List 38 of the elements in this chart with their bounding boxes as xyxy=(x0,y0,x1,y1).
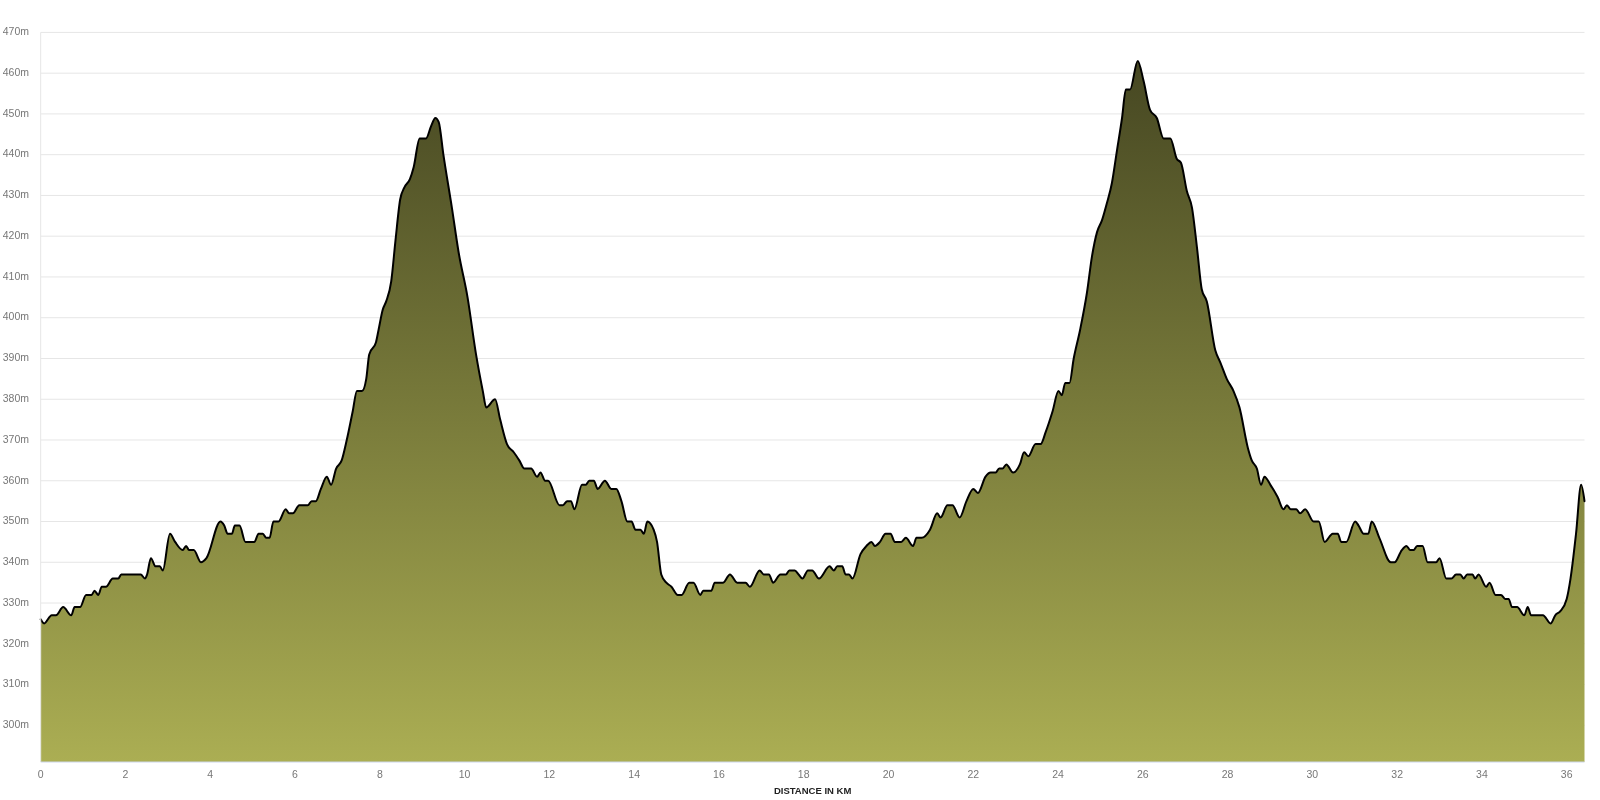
x-tick-label: 22 xyxy=(967,767,980,780)
x-tick-label: 26 xyxy=(1136,767,1149,780)
x-tick-label: 32 xyxy=(1391,767,1404,780)
y-tick-label: 390m xyxy=(2,351,30,364)
y-tick-label: 380m xyxy=(2,392,30,405)
x-tick-label: 18 xyxy=(797,767,810,780)
x-tick-label: 20 xyxy=(882,767,895,780)
y-tick-label: 340m xyxy=(2,555,30,568)
y-tick-label: 330m xyxy=(2,595,30,608)
y-tick-label: 310m xyxy=(2,677,30,690)
x-tick-label: 12 xyxy=(543,767,556,780)
x-tick-label: 6 xyxy=(292,767,299,780)
y-tick-label: 300m xyxy=(2,718,30,731)
y-tick-label: 430m xyxy=(2,188,30,201)
y-tick-label: 320m xyxy=(2,636,30,649)
x-tick-label: 16 xyxy=(713,767,725,780)
x-axis-title: DISTANCE IN KM xyxy=(773,784,852,796)
x-tick-label: 14 xyxy=(628,767,641,780)
x-tick-label: 34 xyxy=(1476,767,1488,780)
x-tick-label: 30 xyxy=(1306,767,1319,780)
y-tick-label: 400m xyxy=(2,310,30,323)
x-tick-label: 36 xyxy=(1560,767,1573,780)
y-tick-label: 450m xyxy=(2,106,30,119)
y-tick-label: 470m xyxy=(2,25,30,38)
x-tick-label: 10 xyxy=(458,767,471,780)
y-tick-label: 350m xyxy=(2,514,30,527)
x-tick-label: 8 xyxy=(376,767,383,780)
x-tick-label: 4 xyxy=(207,767,214,780)
y-tick-label: 370m xyxy=(2,432,30,445)
y-tick-label: 360m xyxy=(2,473,30,486)
y-tick-label: 410m xyxy=(2,269,30,282)
x-tick-label: 0 xyxy=(37,767,44,780)
y-tick-label: 440m xyxy=(2,147,30,160)
y-tick-label: 420m xyxy=(2,228,30,241)
x-tick-label: 24 xyxy=(1052,767,1065,780)
y-tick-label: 460m xyxy=(2,65,30,78)
x-tick-label: 28 xyxy=(1221,767,1234,780)
x-tick-label: 2 xyxy=(122,767,129,780)
